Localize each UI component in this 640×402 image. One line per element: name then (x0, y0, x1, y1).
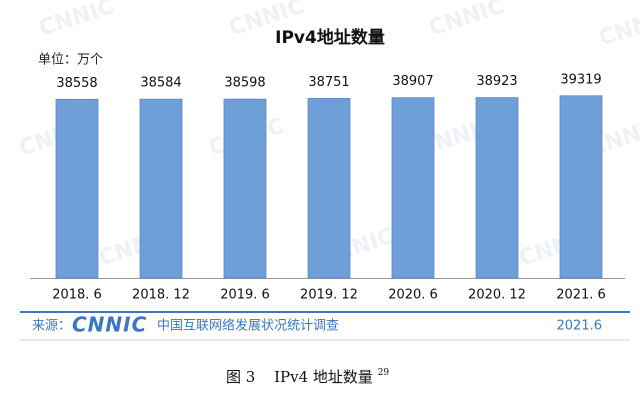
bar (475, 97, 519, 279)
caption-figure: 图 3 (226, 368, 255, 386)
bar (391, 97, 435, 279)
source-date: 2021.6 (557, 319, 603, 334)
unit-label: 单位：万个 (38, 53, 103, 68)
value-label: 38584 (140, 76, 181, 91)
value-label: 38598 (224, 76, 265, 91)
value-label: 38751 (308, 75, 349, 90)
x-tick-label: 2019. 12 (300, 288, 358, 303)
value-label: 38923 (476, 74, 517, 89)
source-name: 中国互联网络发展状况统计调查 (157, 318, 339, 334)
bar (307, 98, 351, 279)
bar (139, 98, 183, 279)
watermark: CNNIC (36, 0, 117, 41)
value-label: 39319 (560, 72, 601, 87)
x-tick-label: 2021. 6 (556, 288, 606, 303)
caption-note: 29 (378, 368, 390, 378)
x-tick-label: 2018. 12 (132, 288, 190, 303)
caption-text: IPv4 地址数量 (274, 368, 373, 386)
bar (559, 95, 603, 279)
source-label: 来源： (32, 319, 71, 334)
watermark: CNNIC (596, 4, 640, 52)
bar (55, 98, 99, 279)
value-label: 38907 (392, 74, 433, 89)
chart-title: IPv4地址数量 (275, 27, 385, 48)
caption: 图 3 IPv4 地址数量 29 (226, 368, 389, 387)
bar (223, 98, 267, 279)
x-tick-label: 2020. 6 (388, 288, 438, 303)
logo: CNNIC (72, 313, 147, 337)
x-tick-label: 2020. 12 (468, 288, 526, 303)
x-tick-label: 2019. 6 (220, 288, 270, 303)
value-label: 38558 (56, 76, 97, 91)
x-tick-label: 2018. 6 (52, 288, 102, 303)
watermark: CNNIC (426, 0, 507, 41)
